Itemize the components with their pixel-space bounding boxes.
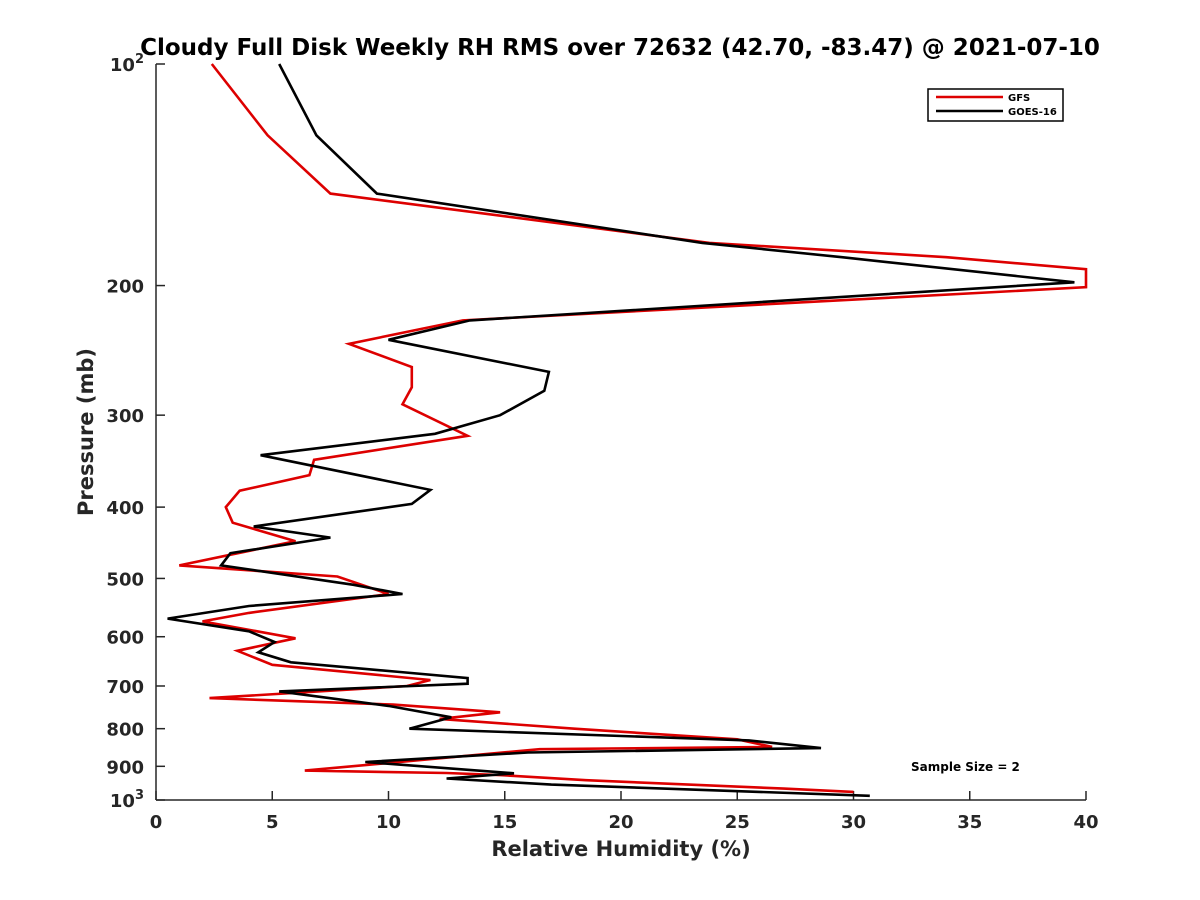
y-tick-label: 400 bbox=[106, 498, 144, 519]
x-tick-label: 0 bbox=[150, 812, 163, 833]
x-tick-label: 40 bbox=[1073, 812, 1098, 833]
legend-label-goes16: GOES-16 bbox=[1008, 107, 1057, 118]
x-tick-label: 10 bbox=[376, 812, 401, 833]
y-tick-label: 102 bbox=[110, 52, 144, 76]
x-axis-label: Relative Humidity (%) bbox=[491, 837, 750, 861]
y-tick-label: 300 bbox=[106, 406, 144, 427]
sample-size-annotation: Sample Size = 2 bbox=[911, 760, 1020, 774]
y-tick-base: 10 bbox=[110, 791, 135, 812]
legend-box bbox=[927, 88, 1064, 122]
series-line-goes16 bbox=[167, 63, 1075, 798]
x-tick-label: 25 bbox=[725, 812, 750, 833]
chart-title: Cloudy Full Disk Weekly RH RMS over 7263… bbox=[140, 35, 1100, 61]
y-tick-label: 200 bbox=[106, 277, 144, 298]
y-tick-exponent: 3 bbox=[135, 788, 144, 803]
y-tick-label: 900 bbox=[106, 757, 144, 778]
y-tick-label: 800 bbox=[106, 720, 144, 741]
y-tick-label: 103 bbox=[110, 788, 144, 812]
x-tick-label: 15 bbox=[492, 812, 517, 833]
series-lines bbox=[167, 63, 1088, 798]
legend-label-gfs: GFS bbox=[1008, 93, 1030, 104]
y-tick-exponent: 2 bbox=[135, 52, 144, 67]
y-axis-label: Pressure (mb) bbox=[74, 348, 98, 516]
x-tick-label: 30 bbox=[841, 812, 866, 833]
x-tick-label: 20 bbox=[608, 812, 633, 833]
y-tick-label: 500 bbox=[106, 569, 144, 590]
x-ticks: 0 5 10 15 20 25 30 35 40 bbox=[150, 791, 1099, 833]
x-tick-label: 35 bbox=[957, 812, 982, 833]
y-tick-base: 10 bbox=[110, 55, 135, 76]
y-tick-label: 600 bbox=[106, 628, 144, 649]
y-tick-label: 700 bbox=[106, 677, 144, 698]
x-tick-label: 5 bbox=[266, 812, 279, 833]
legend: GFS GOES-16 bbox=[927, 88, 1064, 122]
series-line-gfs bbox=[179, 63, 1088, 794]
